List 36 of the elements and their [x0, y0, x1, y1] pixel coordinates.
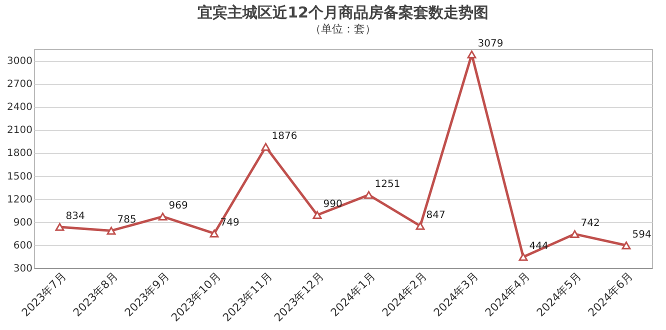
data-label: 847 [426, 210, 446, 221]
point [467, 50, 476, 58]
point [570, 230, 580, 238]
data-label: 742 [580, 218, 600, 230]
data-label: 834 [66, 210, 85, 222]
y-tick-label: 300 [13, 264, 32, 274]
point [158, 212, 168, 221]
y-tick-label: 3000 [7, 56, 32, 68]
data-label: 990 [323, 198, 342, 210]
point [416, 222, 425, 230]
data-label: 785 [117, 214, 136, 226]
y-tick-label: 2100 [7, 125, 32, 136]
point [518, 252, 528, 261]
y-tick-label: 2700 [7, 79, 32, 90]
point [106, 226, 116, 235]
data-label: 594 [632, 229, 652, 240]
point [261, 142, 270, 151]
point [312, 211, 322, 219]
chart-title: 宜宾主城区近12个月商品房备案套数走势图 [198, 3, 488, 22]
y-tick-label: 900 [13, 217, 32, 228]
data-label: 969 [168, 200, 188, 212]
point [210, 230, 219, 238]
chart-subtitle: （单位：套） [310, 22, 376, 36]
point [622, 241, 631, 250]
data-label: 3079 [478, 38, 504, 50]
y-tick-label: 1500 [7, 171, 32, 182]
y-tick-label: 2400 [7, 102, 32, 114]
point [55, 223, 64, 231]
data-label: 1876 [272, 130, 298, 142]
y-tick-label: 600 [13, 240, 32, 252]
y-tick-label: 1200 [7, 194, 32, 206]
data-label: 749 [220, 218, 240, 228]
y-tick-label: 1800 [7, 148, 32, 160]
data-label: 444 [529, 240, 548, 252]
point [364, 190, 374, 199]
data-label: 1251 [374, 178, 400, 190]
